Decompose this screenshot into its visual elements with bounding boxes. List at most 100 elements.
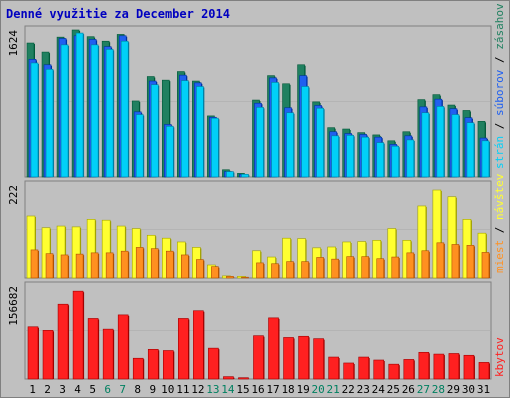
bar-miest-day-28	[436, 242, 445, 279]
x-tick-label-22: 22	[342, 383, 355, 396]
bar-miest-day-10	[165, 250, 174, 279]
bar-stran-day-24	[376, 142, 385, 178]
bar-stran-day-29	[451, 114, 460, 178]
x-tick-label-24: 24	[372, 383, 386, 396]
bar-kbytov-day-7	[117, 314, 129, 380]
legend-top: strán / súborov / zásahov	[493, 3, 506, 169]
bar-stran-day-28	[436, 106, 445, 178]
bar-miest-day-19	[301, 261, 309, 279]
legend-middle-part-2: návštev	[493, 173, 506, 220]
bar-kbytov-day-8	[132, 357, 144, 380]
bar-kbytov-day-5	[87, 318, 99, 380]
x-tick-label-8: 8	[134, 383, 141, 396]
ymax-label-top: 1624	[7, 30, 20, 57]
legend-top-part-1: /	[493, 116, 506, 136]
bar-miest-day-4	[75, 253, 84, 279]
bar-kbytov-day-22	[343, 362, 354, 380]
bar-kbytov-day-25	[388, 363, 400, 380]
x-tick-label-12: 12	[191, 383, 204, 396]
bar-stran-day-10	[165, 126, 174, 178]
bar-miest-day-6	[105, 252, 114, 279]
bar-kbytov-day-23	[358, 356, 370, 380]
x-tick-label-26: 26	[402, 383, 415, 396]
bar-kbytov-day-31	[478, 362, 490, 380]
bar-stran-day-15	[241, 173, 249, 178]
x-tick-label-3: 3	[59, 383, 66, 396]
bar-miest-day-30	[466, 245, 475, 279]
bar-kbytov-day-16	[253, 335, 264, 380]
bar-miest-day-3	[60, 254, 69, 279]
bar-stran-day-23	[361, 136, 370, 178]
x-tick-label-23: 23	[357, 383, 370, 396]
bar-kbytov-day-28	[433, 353, 445, 380]
bar-miest-day-7	[120, 250, 129, 279]
bar-kbytov-day-15	[238, 377, 249, 380]
legend-bottom: kbytov	[493, 337, 506, 377]
bar-kbytov-day-4	[72, 290, 84, 380]
bar-stran-day-9	[150, 84, 159, 178]
x-tick-label-2: 2	[44, 383, 51, 396]
bar-miest-day-22	[346, 256, 354, 279]
bar-miest-day-5	[90, 252, 99, 279]
bar-stran-day-3	[60, 44, 69, 178]
bar-miest-day-11	[181, 254, 189, 279]
bar-miest-day-23	[361, 256, 370, 279]
bar-stran-day-18	[286, 112, 294, 178]
bar-kbytov-day-6	[102, 328, 114, 380]
legend-top-part-0: strán	[493, 136, 506, 169]
bar-kbytov-day-1	[27, 326, 39, 380]
legend-middle-part-1: /	[493, 220, 506, 240]
bar-miest-day-24	[376, 258, 385, 279]
bar-miest-day-12	[196, 259, 204, 279]
legend-bottom-part-0: kbytov	[493, 337, 506, 377]
x-tick-label-21: 21	[327, 383, 340, 396]
bar-kbytov-day-24	[373, 359, 385, 380]
bar-miest-day-31	[481, 252, 490, 279]
bar-kbytov-day-2	[42, 330, 54, 380]
bar-miest-day-14	[226, 276, 234, 279]
bar-stran-day-6	[105, 49, 114, 178]
bar-miest-day-26	[406, 252, 415, 279]
bar-stran-day-8	[135, 114, 144, 178]
bar-miest-day-16	[256, 262, 264, 279]
x-tick-label-6: 6	[104, 383, 111, 396]
bar-kbytov-day-19	[298, 335, 309, 380]
x-tick-label-18: 18	[281, 383, 294, 396]
x-tick-label-25: 25	[387, 383, 400, 396]
x-tick-label-31: 31	[477, 383, 490, 396]
chart-title: Denné využitie za December 2014	[6, 7, 230, 21]
bar-stran-day-7	[120, 40, 129, 178]
bar-kbytov-day-3	[57, 303, 69, 380]
bar-kbytov-day-29	[448, 353, 460, 380]
bar-stran-day-21	[331, 135, 339, 178]
bar-stran-day-19	[301, 86, 309, 178]
legend-top-part-2: súborov	[493, 69, 506, 116]
bar-miest-day-25	[391, 256, 400, 279]
bar-stran-day-17	[271, 82, 279, 178]
ymax-label-bottom: 156682	[7, 286, 20, 326]
x-tick-label-10: 10	[161, 383, 174, 396]
bar-miest-day-15	[241, 276, 249, 279]
bar-miest-day-29	[451, 244, 460, 279]
bar-miest-day-20	[316, 257, 324, 279]
bar-stran-day-20	[316, 107, 324, 178]
bar-stran-day-26	[406, 139, 415, 178]
bar-stran-day-27	[421, 112, 430, 178]
bar-kbytov-day-12	[193, 310, 204, 380]
bar-stran-day-4	[75, 32, 84, 178]
bar-miest-day-8	[135, 247, 144, 279]
bar-kbytov-day-21	[328, 356, 339, 380]
legend-middle: miest / návštev	[493, 173, 506, 273]
bar-stran-day-12	[196, 86, 204, 178]
bar-kbytov-day-11	[178, 318, 189, 380]
bar-stran-day-2	[45, 68, 54, 178]
bar-stran-day-11	[181, 80, 189, 178]
bar-kbytov-day-14	[223, 376, 234, 380]
x-tick-label-7: 7	[119, 383, 126, 396]
bar-kbytov-day-18	[283, 337, 294, 380]
bar-stran-day-30	[466, 122, 475, 178]
legend-top-part-4: zásahov	[493, 3, 506, 50]
x-tick-label-29: 29	[447, 383, 460, 396]
x-tick-label-28: 28	[432, 383, 445, 396]
